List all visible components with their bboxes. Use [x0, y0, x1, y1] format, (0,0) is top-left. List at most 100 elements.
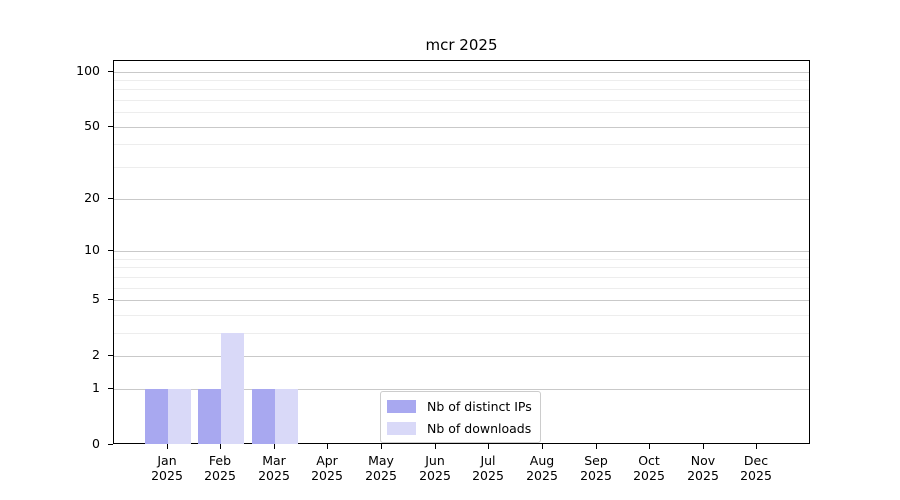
- x-tick-year: 2025: [687, 468, 719, 483]
- x-tick-label: Feb 2025: [190, 453, 250, 483]
- y-tick-mark: [108, 355, 113, 356]
- y-axis: 0 1 2 5 10 20 50 100: [0, 60, 113, 451]
- minor-gridline: [114, 288, 809, 289]
- x-tick-year: 2025: [526, 468, 558, 483]
- minor-gridline: [114, 167, 809, 168]
- x-tick-mark: [596, 444, 597, 449]
- x-tick-month: Feb: [208, 453, 232, 468]
- x-tick-month: Nov: [690, 453, 716, 468]
- bar-distinct-ips-mar: [252, 389, 275, 444]
- minor-gridline: [114, 267, 809, 268]
- x-tick-mark: [381, 444, 382, 449]
- y-tick-mark: [108, 299, 113, 300]
- major-gridline: [114, 72, 809, 73]
- major-gridline: [114, 199, 809, 200]
- major-gridline: [114, 356, 809, 357]
- y-tick-label: 2: [92, 347, 100, 362]
- x-tick-month: Jul: [480, 453, 496, 468]
- minor-gridline: [114, 100, 809, 101]
- major-gridline: [114, 251, 809, 252]
- legend-swatch-distinct-ips: [387, 399, 416, 413]
- x-tick-year: 2025: [419, 468, 451, 483]
- x-tick-mark: [488, 444, 489, 449]
- x-tick-label: May 2025: [351, 453, 411, 483]
- x-tick-label: Sep 2025: [566, 453, 626, 483]
- bar-downloads-jan: [168, 389, 191, 444]
- y-tick-mark: [108, 71, 113, 72]
- x-tick-label: Jan 2025: [137, 453, 197, 483]
- major-gridline: [114, 300, 809, 301]
- x-tick-mark: [274, 444, 275, 449]
- legend-item-distinct-ips: Nb of distinct IPs: [387, 398, 532, 414]
- legend-item-downloads: Nb of downloads: [387, 420, 532, 436]
- legend: Nb of distinct IPs Nb of downloads: [380, 391, 541, 443]
- x-tick-year: 2025: [740, 468, 772, 483]
- minor-gridline: [114, 89, 809, 90]
- x-tick-mark: [756, 444, 757, 449]
- legend-swatch-downloads: [387, 421, 416, 435]
- x-tick-year: 2025: [151, 468, 183, 483]
- x-tick-month: Mar: [262, 453, 286, 468]
- x-tick-month: Oct: [638, 453, 660, 468]
- x-tick-label: Dec 2025: [726, 453, 786, 483]
- major-gridline: [114, 127, 809, 128]
- x-tick-mark: [327, 444, 328, 449]
- x-tick-month: Apr: [316, 453, 338, 468]
- minor-gridline: [114, 315, 809, 316]
- y-tick-label: 1: [92, 380, 100, 395]
- chart-title: mcr 2025: [425, 36, 498, 54]
- y-tick-mark: [108, 198, 113, 199]
- y-tick-mark: [108, 388, 113, 389]
- y-tick-label: 100: [76, 63, 100, 78]
- x-tick-mark: [703, 444, 704, 449]
- x-tick-label: Jun 2025: [405, 453, 465, 483]
- bar-distinct-ips-feb: [198, 389, 221, 444]
- y-tick-label: 5: [92, 291, 100, 306]
- x-tick-mark: [649, 444, 650, 449]
- x-tick-mark: [435, 444, 436, 449]
- x-tick-year: 2025: [258, 468, 290, 483]
- x-tick-mark: [167, 444, 168, 449]
- y-tick-label: 50: [84, 118, 100, 133]
- minor-gridline: [114, 80, 809, 81]
- x-tick-month: Aug: [529, 453, 555, 468]
- x-tick-month: Sep: [584, 453, 608, 468]
- y-tick-label: 0: [92, 436, 100, 451]
- legend-label-downloads: Nb of downloads: [427, 420, 532, 436]
- x-tick-year: 2025: [365, 468, 397, 483]
- x-tick-year: 2025: [580, 468, 612, 483]
- y-tick-mark: [108, 126, 113, 127]
- minor-gridline: [114, 277, 809, 278]
- x-tick-label: Oct 2025: [619, 453, 679, 483]
- y-tick-mark: [108, 444, 113, 445]
- bar-distinct-ips-jan: [145, 389, 168, 444]
- x-tick-month: Dec: [743, 453, 769, 468]
- x-tick-label: Apr 2025: [297, 453, 357, 483]
- x-axis: Jan 2025 Feb 2025 Mar 2025 Apr 2025 May 2025 Jun 20…: [113, 444, 810, 500]
- minor-gridline: [114, 112, 809, 113]
- minor-gridline: [114, 144, 809, 145]
- x-tick-mark: [542, 444, 543, 449]
- x-tick-month: May: [368, 453, 394, 468]
- y-tick-mark: [108, 250, 113, 251]
- x-tick-year: 2025: [472, 468, 504, 483]
- bar-downloads-feb: [221, 333, 244, 444]
- x-tick-year: 2025: [311, 468, 343, 483]
- x-tick-mark: [220, 444, 221, 449]
- legend-label-distinct-ips: Nb of distinct IPs: [427, 398, 532, 414]
- x-tick-year: 2025: [633, 468, 665, 483]
- x-tick-year: 2025: [204, 468, 236, 483]
- minor-gridline: [114, 259, 809, 260]
- x-tick-month: Jun: [425, 453, 445, 468]
- x-tick-month: Jan: [157, 453, 177, 468]
- y-tick-label: 10: [84, 242, 100, 257]
- x-tick-label: Nov 2025: [673, 453, 733, 483]
- plot-area: Nb of distinct IPs Nb of downloads: [113, 60, 810, 444]
- minor-gridline: [114, 333, 809, 334]
- major-gridline: [114, 389, 809, 390]
- x-tick-label: Aug 2025: [512, 453, 572, 483]
- bar-downloads-mar: [275, 389, 298, 444]
- x-tick-label: Mar 2025: [244, 453, 304, 483]
- x-tick-label: Jul 2025: [458, 453, 518, 483]
